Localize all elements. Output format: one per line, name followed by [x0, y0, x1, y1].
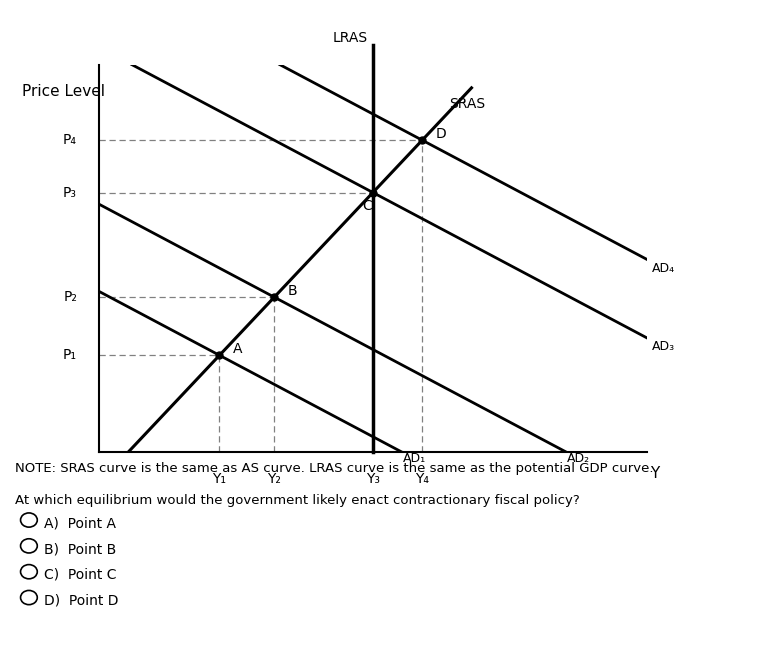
Text: At which equilibrium would the government likely enact contractionary fiscal pol: At which equilibrium would the governmen…: [15, 494, 580, 507]
Text: P₄: P₄: [63, 133, 77, 147]
Text: AD₄: AD₄: [652, 262, 676, 275]
Text: C: C: [362, 199, 371, 213]
Text: Y₄: Y₄: [416, 472, 429, 486]
Text: C)  Point C: C) Point C: [44, 568, 116, 582]
Text: Price Level: Price Level: [22, 84, 105, 99]
Text: Y₂: Y₂: [267, 472, 282, 486]
Text: AD₁: AD₁: [403, 452, 426, 465]
Text: A)  Point A: A) Point A: [44, 516, 116, 530]
Text: P₁: P₁: [63, 348, 77, 362]
Text: D: D: [436, 127, 447, 141]
Text: SRAS: SRAS: [450, 97, 486, 111]
Text: AD₃: AD₃: [652, 340, 676, 353]
Text: AD₂: AD₂: [568, 452, 591, 465]
Text: LRAS: LRAS: [333, 31, 368, 45]
Text: P₂: P₂: [63, 290, 77, 304]
Text: NOTE: SRAS curve is the same as AS curve. LRAS curve is the same as the potentia: NOTE: SRAS curve is the same as AS curve…: [15, 462, 654, 475]
Text: Y: Y: [651, 466, 660, 481]
Text: P₃: P₃: [63, 185, 77, 200]
Text: Y₁: Y₁: [212, 472, 227, 486]
Text: Y₃: Y₃: [366, 472, 380, 486]
Text: A: A: [233, 342, 243, 357]
Text: B: B: [288, 284, 298, 298]
Text: D)  Point D: D) Point D: [44, 594, 119, 608]
Text: B)  Point B: B) Point B: [44, 542, 116, 556]
